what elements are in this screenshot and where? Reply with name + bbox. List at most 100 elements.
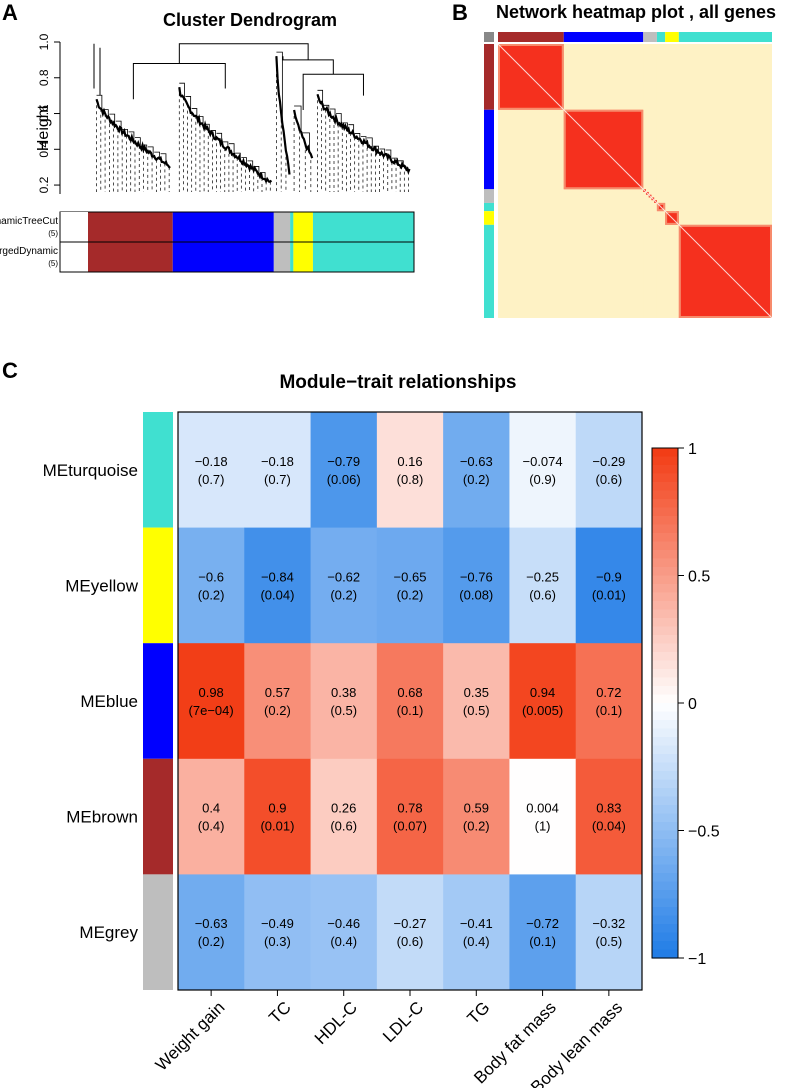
cell-value: −0.63 xyxy=(195,916,228,931)
cell-value: −0.79 xyxy=(327,454,360,469)
top-module-bar-turquoise xyxy=(678,32,772,42)
colorbar-step xyxy=(652,949,678,959)
heatmap-cell xyxy=(509,527,577,644)
cell-pvalue: (0.6) xyxy=(529,587,556,602)
colorbar-step xyxy=(652,669,678,679)
colorbar-step xyxy=(652,898,678,908)
heatmap-cell xyxy=(443,643,510,760)
cell-pvalue: (0.5) xyxy=(463,703,490,718)
dendrogram-branch xyxy=(241,157,247,167)
heatmap-cell xyxy=(443,758,510,875)
colorbar-step xyxy=(652,660,678,670)
top-module-bar-brown xyxy=(498,32,564,42)
dendrogram-title: Cluster Dendrogram xyxy=(163,10,337,30)
heatmap-cell xyxy=(443,412,510,529)
colorbar-step xyxy=(652,924,678,934)
cell-pvalue: (1) xyxy=(535,819,551,834)
row-label: MEyellow xyxy=(65,576,138,595)
heatmap-cell xyxy=(244,527,312,644)
cell-value: −0.29 xyxy=(592,454,625,469)
dendrogram-branch xyxy=(317,89,324,105)
dendrogram-branch xyxy=(302,132,310,152)
colorbar-tick-label: 0 xyxy=(688,696,697,713)
colorbar-step xyxy=(652,830,678,840)
colorbar-step xyxy=(652,567,678,577)
dendrogram-branch xyxy=(216,132,223,142)
cell-pvalue: (0.2) xyxy=(198,934,225,949)
dendrogram-branch xyxy=(259,172,266,180)
cell-pvalue: (0.1) xyxy=(397,703,424,718)
cell-value: 0.72 xyxy=(596,685,621,700)
cell-value: 0.94 xyxy=(530,685,555,700)
colorbar-step xyxy=(652,499,678,509)
module-color-turquoise xyxy=(312,212,414,242)
heatmap-cell xyxy=(178,412,245,529)
heatmap-cell xyxy=(376,412,444,529)
heatmap-cell xyxy=(244,643,312,760)
cell-value: −0.84 xyxy=(261,569,294,584)
dendrogram-branch xyxy=(102,109,109,117)
colorbar-step xyxy=(652,558,678,568)
cell-value: −0.62 xyxy=(327,569,360,584)
top-module-bar-grey xyxy=(643,32,657,42)
heatmap-cell xyxy=(310,643,378,760)
colorbar-step xyxy=(652,482,678,492)
dendrogram-leaves xyxy=(275,56,291,175)
heatmap-cell xyxy=(575,643,643,760)
dendrogram-branch xyxy=(348,124,355,135)
colorbar-step xyxy=(652,677,678,687)
colorbar-step xyxy=(652,703,678,713)
dendrogram-branch xyxy=(228,143,235,154)
module-color-grey xyxy=(273,242,291,272)
module-color-rows xyxy=(59,211,415,273)
cell-value: 0.57 xyxy=(265,685,290,700)
dendrogram-branch xyxy=(115,120,122,128)
cell-pvalue: (0.4) xyxy=(198,819,225,834)
cell-value: −0.63 xyxy=(460,454,493,469)
top-module-bar-yellow xyxy=(665,32,679,42)
dendrogram-branch xyxy=(385,149,392,160)
dendrogram-merge xyxy=(93,43,101,96)
column-label: TC xyxy=(265,998,294,1027)
cell-pvalue: (0.04) xyxy=(592,819,626,834)
left-module-bar-grey xyxy=(484,189,494,203)
dendrogram-branch xyxy=(373,145,379,153)
heatmap-block-edge xyxy=(563,109,644,190)
heatmap-block-edge xyxy=(498,44,564,110)
dendrogram-branch xyxy=(323,104,330,115)
dendrogram-branch xyxy=(185,96,192,113)
left-module-bar-turquoise xyxy=(484,202,494,212)
panel-letter-a: A xyxy=(2,0,18,25)
cell-value: −0.27 xyxy=(394,916,427,931)
dendrogram-branch xyxy=(134,137,141,147)
colorbar-step xyxy=(652,618,678,628)
dendrogram-leaves xyxy=(316,93,411,175)
heatmap-cell xyxy=(376,758,444,875)
heatmap-cell xyxy=(509,412,577,529)
heatmap-block-edge xyxy=(656,202,666,212)
heatmap-cell xyxy=(310,412,378,529)
row-label-mergeddynamic: MergedDynamic xyxy=(0,246,58,257)
dendrogram-branch xyxy=(128,131,135,143)
colorbar-step xyxy=(652,507,678,517)
heatmap-cell xyxy=(376,527,444,644)
cell-pvalue: (0.07) xyxy=(393,819,427,834)
colorbar-step xyxy=(652,754,678,764)
colorbar-step xyxy=(652,890,678,900)
heatmap-cell xyxy=(575,527,643,644)
cell-value: 0.83 xyxy=(596,801,621,816)
y-tick-label: 0.4 xyxy=(37,141,51,158)
cell-value: 0.004 xyxy=(526,801,559,816)
module-color-turquoise xyxy=(290,212,294,242)
dendrogram-branch xyxy=(96,94,103,110)
colorbar-step xyxy=(652,805,678,815)
dendrogram-branch xyxy=(179,82,185,99)
colorbar-step xyxy=(652,779,678,789)
heatmap-cell xyxy=(244,758,312,875)
dendrogram-branch xyxy=(391,157,398,161)
row-swatch-yellow xyxy=(143,527,173,644)
colorbar-tick-label: −1 xyxy=(688,951,706,968)
heatmap-band xyxy=(656,44,666,318)
dendrogram-merge xyxy=(178,43,309,64)
